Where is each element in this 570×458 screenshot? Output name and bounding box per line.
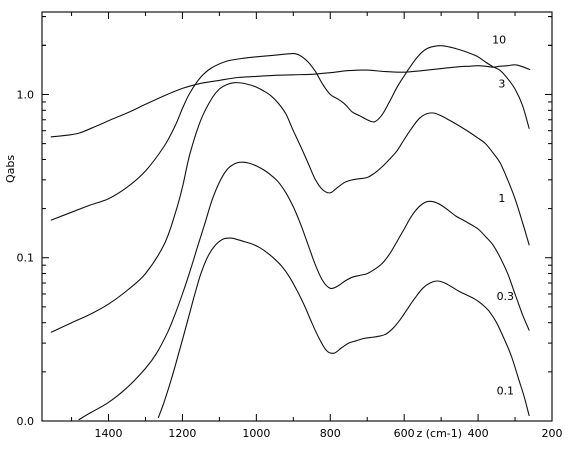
curve-label-3: 3	[498, 78, 505, 91]
y-tick-label: 0.1	[17, 252, 35, 265]
x-axis-label: z (cm-1)	[416, 427, 462, 440]
plot-curves	[50, 45, 531, 421]
series-line-0-1	[157, 237, 530, 419]
x-tick-label: 200	[542, 427, 563, 440]
x-tick-label: 1400	[95, 427, 123, 440]
curve-label-0-3: 0.3	[497, 290, 514, 303]
curve-label-10: 10	[492, 34, 506, 47]
x-tick-label: 800	[320, 427, 341, 440]
x-tick-label: 400	[468, 427, 489, 440]
plot-frame	[41, 11, 553, 422]
series-line-3	[50, 45, 530, 221]
x-axis-ticks: 1400 1200 1000 800 600 400 200	[71, 12, 563, 440]
y-tick-label: 0.0	[17, 415, 35, 428]
series-line-0-3	[78, 161, 530, 421]
x-tick-label: 1000	[242, 427, 270, 440]
curve-label-1: 1	[498, 192, 505, 205]
y-tick-label: 1.0	[17, 88, 35, 101]
curve-label-0-1: 0.1	[497, 385, 514, 398]
x-tick-label: 1200	[168, 427, 196, 440]
series-line-10	[50, 64, 531, 138]
y-axis-label: Qabs	[4, 155, 17, 183]
series-line-1	[50, 82, 530, 333]
y-axis-ticks: 1.0 0.1 0.0	[17, 16, 552, 428]
curve-labels: 10 3 1 0.3 0.1	[492, 34, 514, 398]
x-tick-label: 600	[394, 427, 415, 440]
